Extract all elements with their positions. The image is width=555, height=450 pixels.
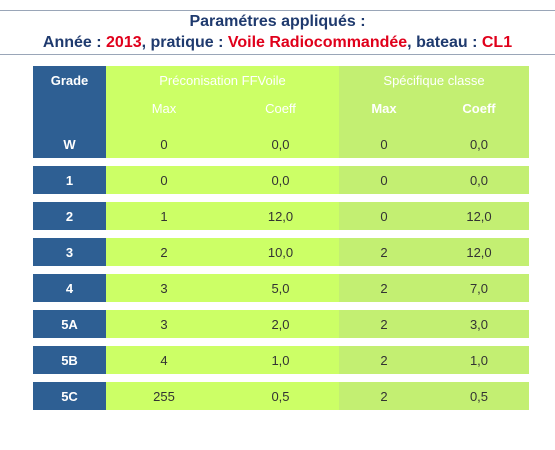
preconisation-max-cell: 255 (106, 382, 222, 410)
grade-cell: 3 (33, 238, 106, 266)
specifique-coeff-header: Coeff (462, 101, 496, 116)
preconisation-coeff-cell: 0,5 (222, 382, 339, 410)
preconisation-coeff-cell: 0,0 (222, 166, 339, 194)
specifique-title: Spécifique classe (383, 73, 485, 88)
table-row: 3 2 10,0 2 12,0 (33, 238, 529, 266)
specifique-coeff-cell: 12,0 (429, 238, 529, 266)
parameters-header: Paramétres appliqués : Année : 2013, pra… (0, 0, 555, 56)
grade-column-header: Grade (33, 66, 106, 130)
pratique-label: , pratique : (141, 34, 228, 51)
specifique-max-cell: 2 (339, 310, 429, 338)
preconisation-max-cell: 3 (106, 274, 222, 302)
preconisation-coeff-header: Coeff (265, 101, 296, 116)
preconisation-max-cell: 1 (106, 202, 222, 230)
preconisation-group-header: Préconisation FFVoile Max Coeff (106, 66, 339, 130)
specifique-max-cell: 0 (339, 166, 429, 194)
specifique-coeff-cell: 0,5 (429, 382, 529, 410)
grade-cell: 5C (33, 382, 106, 410)
annee-label: Année : (42, 34, 107, 51)
specifique-coeff-cell: 0,0 (429, 130, 529, 158)
header-bottom-rule (0, 54, 555, 55)
page-title: Paramétres appliqués : (189, 13, 366, 30)
grade-cell: 4 (33, 274, 106, 302)
specifique-max-cell: 0 (339, 130, 429, 158)
specifique-coeff-cell: 3,0 (429, 310, 529, 338)
specifique-coeff-cell: 0,0 (429, 166, 529, 194)
grade-cell: 1 (33, 166, 106, 194)
preconisation-coeff-cell: 2,0 (222, 310, 339, 338)
specifique-max-cell: 2 (339, 382, 429, 410)
specifique-max-header: Max (371, 101, 397, 116)
specifique-max-cell: 2 (339, 274, 429, 302)
specifique-coeff-cell: 1,0 (429, 346, 529, 374)
preconisation-max-cell: 3 (106, 310, 222, 338)
grade-cell: 5B (33, 346, 106, 374)
preconisation-max-cell: 2 (106, 238, 222, 266)
preconisation-max-cell: 4 (106, 346, 222, 374)
table-row: 2 1 12,0 0 12,0 (33, 202, 529, 230)
annee-value: 2013 (106, 34, 142, 51)
specifique-max-cell: 2 (339, 238, 429, 266)
pratique-value: Voile Radiocommandée (227, 34, 408, 51)
preconisation-max-cell: 0 (106, 130, 222, 158)
grade-cell: 5A (33, 310, 106, 338)
specifique-group-header: Spécifique classe Max Coeff (339, 66, 529, 130)
specifique-max-cell: 2 (339, 346, 429, 374)
table-header-row: Grade Préconisation FFVoile Max Coeff Sp… (33, 66, 529, 130)
bateau-label: , bateau : (407, 34, 482, 51)
specifique-coeff-cell: 7,0 (429, 274, 529, 302)
preconisation-coeff-cell: 1,0 (222, 346, 339, 374)
specifique-max-cell: 0 (339, 202, 429, 230)
preconisation-coeff-cell: 0,0 (222, 130, 339, 158)
grade-cell: 2 (33, 202, 106, 230)
preconisation-coeff-cell: 10,0 (222, 238, 339, 266)
specifique-coeff-cell: 12,0 (429, 202, 529, 230)
grade-cell: W (33, 130, 106, 158)
preconisation-max-header: Max (151, 101, 177, 116)
preconisation-max-cell: 0 (106, 166, 222, 194)
bateau-value: CL1 (481, 34, 513, 51)
preconisation-title: Préconisation FFVoile (159, 73, 286, 88)
table-row: 4 3 5,0 2 7,0 (33, 274, 529, 302)
table-row: 5A 3 2,0 2 3,0 (33, 310, 529, 338)
header-top-rule (0, 10, 555, 11)
preconisation-coeff-cell: 12,0 (222, 202, 339, 230)
table-row: 5B 4 1,0 2 1,0 (33, 346, 529, 374)
table-row: 1 0 0,0 0 0,0 (33, 166, 529, 194)
preconisation-coeff-cell: 5,0 (222, 274, 339, 302)
table-row: 5C 255 0,5 2 0,5 (33, 382, 529, 410)
table-row: W 0 0,0 0 0,0 (33, 130, 529, 158)
applied-parameters-line: Année : 2013, pratique : Voile Radiocomm… (0, 34, 555, 52)
